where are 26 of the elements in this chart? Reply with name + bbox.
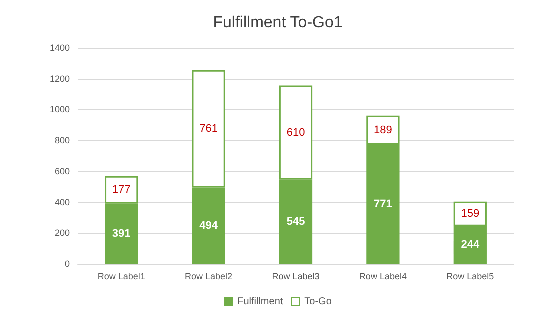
y-tick-label: 800 [54,136,70,146]
data-label: 610 [286,126,306,139]
data-label: 159 [461,208,480,220]
y-tick-label: 400 [54,197,70,208]
chart-title: Fulfillment To-Go1 [213,14,343,32]
y-tick-label: 1400 [50,43,70,53]
x-tick-label: Row Label2 [185,272,233,282]
y-tick-label: 1200 [50,74,70,84]
y-tick-label: 600 [54,166,70,176]
legend-label: Fulfillment [238,296,284,308]
y-tick-label: 1000 [50,104,70,115]
data-label: 494 [200,220,219,232]
x-tick-label: Row Label5 [446,272,494,282]
x-tick-label: Row Label3 [272,272,320,282]
data-label: 244 [461,239,480,252]
data-label: 771 [374,198,392,211]
x-tick-label: Row Label4 [359,272,407,282]
data-label: 545 [286,216,306,228]
data-label: 177 [112,184,131,196]
legend-label: To-Go [304,296,332,308]
x-tick-label: Row Label1 [98,272,146,282]
data-label: 761 [200,123,218,136]
data-label: 391 [112,228,131,240]
data-label: 189 [374,124,392,136]
y-tick-label: 0 [64,259,70,269]
y-tick-label: 200 [54,228,70,238]
